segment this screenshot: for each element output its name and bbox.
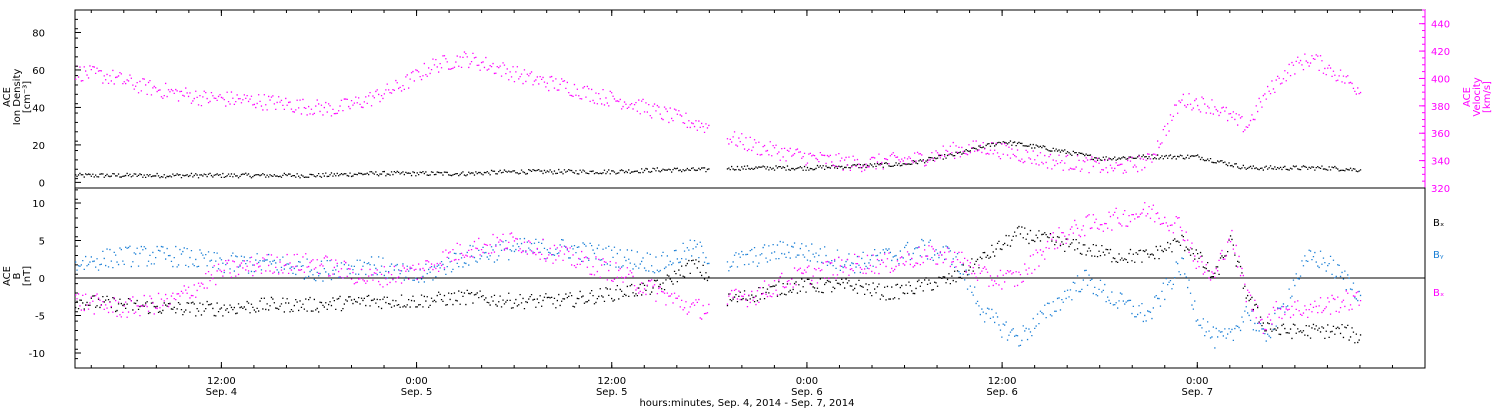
- field-axis-label: ACEB[nT]: [2, 266, 33, 286]
- velocity-axis-label-line: ACE: [1462, 87, 1473, 107]
- velocity-y-tick-label: 380: [1431, 102, 1450, 113]
- velocity-y-tick-label: 440: [1431, 20, 1450, 31]
- x-tick-time: 12:00: [597, 376, 626, 387]
- velocity-y-tick-label: 420: [1431, 47, 1450, 58]
- field-y-tick-label: 0: [39, 274, 45, 285]
- x-tick-time: 12:00: [988, 376, 1017, 387]
- x-tick-time: 0:00: [796, 376, 818, 387]
- field-y-tick-label: -10: [29, 349, 45, 360]
- density-axis-label-line: Ion Density: [12, 69, 23, 126]
- x-tick-date: Sep. 6: [986, 387, 1018, 398]
- x-tick-time: 0:00: [405, 376, 427, 387]
- x-tick-time: 0:00: [1186, 376, 1208, 387]
- x-tick-date: Sep. 6: [791, 387, 823, 398]
- velocity-y-tick-label: 340: [1431, 157, 1450, 168]
- x-tick-time: 12:00: [207, 376, 236, 387]
- velocity-axis-label: ACEVelocity[km/s]: [1462, 77, 1493, 116]
- velocity-y-tick-label: 400: [1431, 74, 1450, 85]
- data-points-bottom-2: [75, 202, 1362, 334]
- density-y-tick-label: 40: [32, 103, 45, 114]
- series-top-1: [75, 51, 1362, 174]
- density-axis-label: ACEIon Density[cm⁻³]: [2, 69, 33, 126]
- legend-By: Bᵧ: [1433, 250, 1444, 261]
- density-y-tick-label: 60: [32, 66, 45, 77]
- field-axis-label-line: [nT]: [22, 266, 33, 286]
- density-y-tick-label: 80: [32, 28, 45, 39]
- field-axis-label-line: ACE: [2, 266, 13, 286]
- bottom-panel: -10 -5 0 5 10 ACEB[nT] Bₓ Bᵧ Bₓ: [2, 187, 1444, 369]
- x-tick-date: Sep. 7: [1182, 387, 1214, 398]
- legend-Bz: Bₓ: [1433, 288, 1444, 299]
- data-points-bottom-1: [75, 237, 1362, 349]
- field-axis-label-line: B: [12, 272, 23, 279]
- x-tick-date: Sep. 4: [206, 387, 238, 398]
- velocity-y-tick-label: 320: [1431, 184, 1450, 195]
- velocity-y-tick-label: 360: [1431, 129, 1450, 140]
- data-points-top-1: [75, 51, 1362, 174]
- field-y-tick-label: -5: [35, 312, 45, 323]
- series-top-0: [75, 140, 1362, 179]
- density-y-tick-label: 0: [39, 178, 45, 189]
- series-bottom-1: [75, 237, 1362, 349]
- velocity-axis-label-line: [km/s]: [1482, 81, 1493, 113]
- series-bottom-2: [75, 202, 1362, 334]
- x-tick-date: Sep. 5: [596, 387, 628, 398]
- density-y-tick-label: 20: [32, 141, 45, 152]
- legend-Bx: Bₓ: [1433, 218, 1444, 229]
- field-y-tick-label: 10: [32, 199, 45, 210]
- x-tick-date: Sep. 5: [401, 387, 433, 398]
- density-axis-label-line: ACE: [2, 87, 13, 107]
- x-axis-title: hours:minutes, Sep. 4, 2014 - Sep. 7, 20…: [639, 398, 854, 409]
- data-points-top-0: [75, 140, 1362, 179]
- density-axis-label-line: [cm⁻³]: [22, 81, 33, 113]
- field-y-tick-label: 5: [39, 237, 45, 248]
- velocity-axis-label-line: Velocity: [1472, 77, 1483, 116]
